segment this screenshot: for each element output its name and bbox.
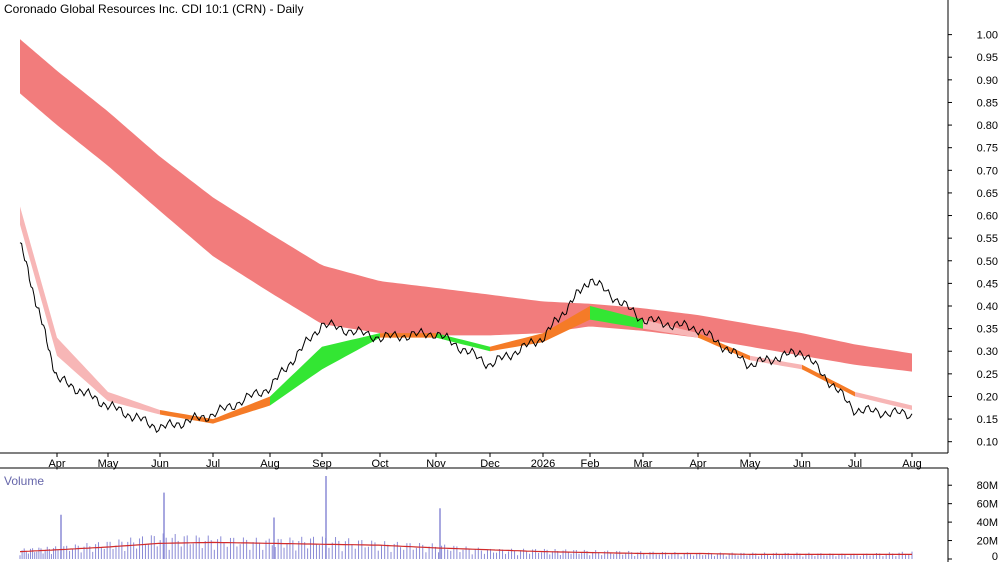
price-tick-label: 1.00	[977, 30, 998, 42]
volume-tick-label: 40M	[977, 517, 998, 529]
short-band-segment	[322, 333, 380, 370]
short-band-segment	[270, 346, 322, 406]
price-line	[19, 242, 913, 434]
price-tick-label: 0.35	[977, 324, 998, 336]
time-tick-label: Nov	[426, 458, 446, 470]
price-tick-label: 0.75	[977, 143, 998, 155]
price-tick-label: 0.60	[977, 211, 998, 223]
volume-tick-label: 0	[992, 551, 998, 562]
time-tick-label: Aug	[902, 458, 922, 470]
short-band-segment	[160, 410, 213, 424]
time-tick-label: Jun	[793, 458, 811, 470]
short-band-segment	[802, 364, 855, 397]
volume-tick-label: 60M	[977, 499, 998, 511]
price-tick-label: 0.80	[977, 120, 998, 132]
price-tick-label: 0.20	[977, 391, 998, 403]
short-band-segment	[855, 391, 912, 411]
price-tick-label: 0.65	[977, 188, 998, 200]
price-tick-label: 0.30	[977, 346, 998, 358]
volume-ma-line	[19, 541, 912, 555]
short-band-segment	[380, 333, 436, 338]
price-tick-label: 0.55	[977, 233, 998, 245]
short-band-segment	[643, 319, 698, 338]
price-tick-label: 0.40	[977, 301, 998, 313]
time-tick-label: Feb	[581, 458, 600, 470]
short-band-segment	[750, 355, 802, 370]
volume-title: Volume	[4, 474, 45, 488]
price-tick-label: 0.95	[977, 52, 998, 64]
time-tick-label: Apr	[48, 458, 65, 470]
volume-tick-label: 80M	[977, 480, 998, 492]
short-band-segment	[436, 333, 490, 352]
short-band-segment	[490, 333, 543, 352]
volume-tick-label: 20M	[977, 536, 998, 548]
chart-title: Coronado Global Resources Inc. CDI 10:1 …	[4, 2, 304, 16]
short-band-segment	[543, 306, 590, 343]
time-tick-label: Dec	[480, 458, 500, 470]
price-tick-label: 0.45	[977, 278, 998, 290]
short-band-segment	[20, 206, 57, 356]
short-band-segment	[213, 396, 270, 424]
time-tick-label: Mar	[634, 458, 653, 470]
price-tick-label: 0.15	[977, 414, 998, 426]
time-tick-label: Oct	[371, 458, 388, 470]
price-tick-label: 0.50	[977, 256, 998, 268]
price-tick-label: 0.85	[977, 97, 998, 109]
price-tick-label: 0.25	[977, 369, 998, 381]
time-tick-label: Apr	[689, 458, 706, 470]
time-tick-label: Sep	[312, 458, 332, 470]
price-tick-label: 0.10	[977, 437, 998, 449]
time-tick-label: Aug	[260, 458, 280, 470]
time-tick-label: May	[98, 458, 119, 470]
time-tick-label: Jul	[848, 458, 862, 470]
time-tick-label: Jul	[206, 458, 220, 470]
short-band-segment	[57, 337, 108, 401]
short-band-segment	[108, 391, 160, 415]
price-tick-label: 0.70	[977, 165, 998, 177]
long-band	[20, 39, 912, 372]
time-tick-label: Jun	[151, 458, 169, 470]
price-tick-label: 0.90	[977, 75, 998, 87]
time-tick-label: May	[740, 458, 761, 470]
time-tick-label: 2026	[531, 458, 555, 470]
short-band-segment	[590, 306, 643, 329]
